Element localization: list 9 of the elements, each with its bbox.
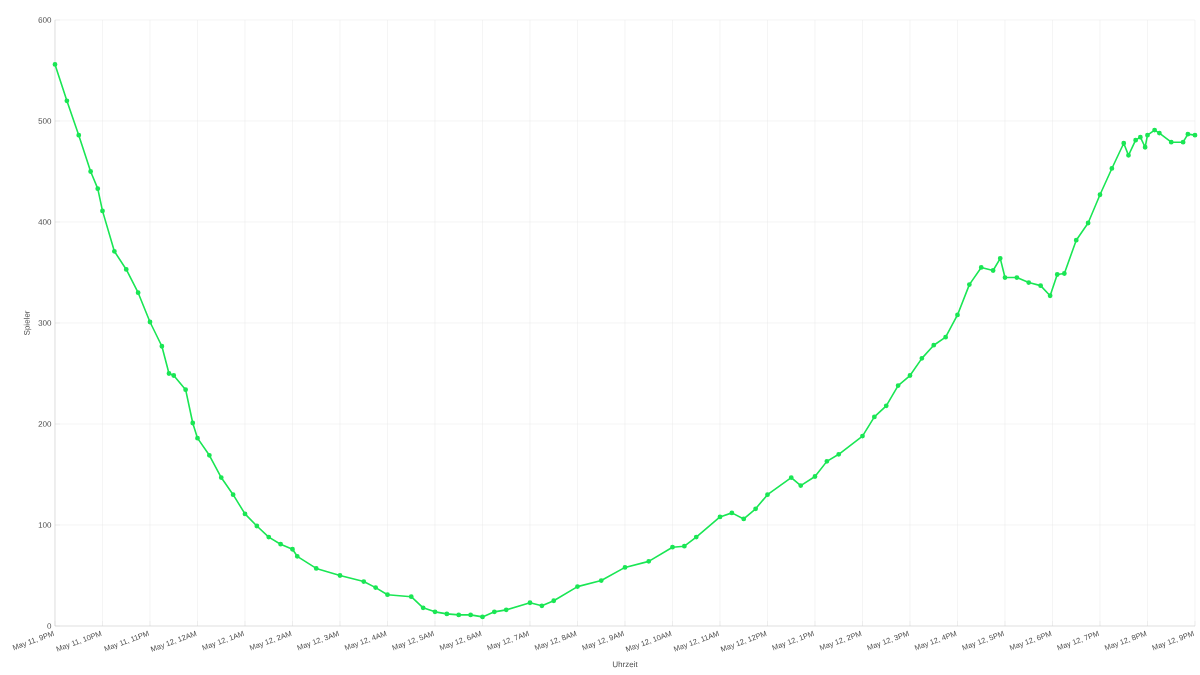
- x-axis-title: Uhrzeit: [612, 661, 638, 668]
- y-tick-label: 600: [38, 17, 52, 23]
- y-tick-label: 100: [38, 522, 52, 528]
- y-axis-title: Spieler: [23, 310, 32, 336]
- y-tick-label: 400: [38, 219, 52, 225]
- y-tick-label: 300: [38, 320, 52, 326]
- y-tick-label: 0: [47, 623, 52, 629]
- y-tick-label: 500: [38, 118, 52, 124]
- y-tick-label: 200: [38, 421, 52, 427]
